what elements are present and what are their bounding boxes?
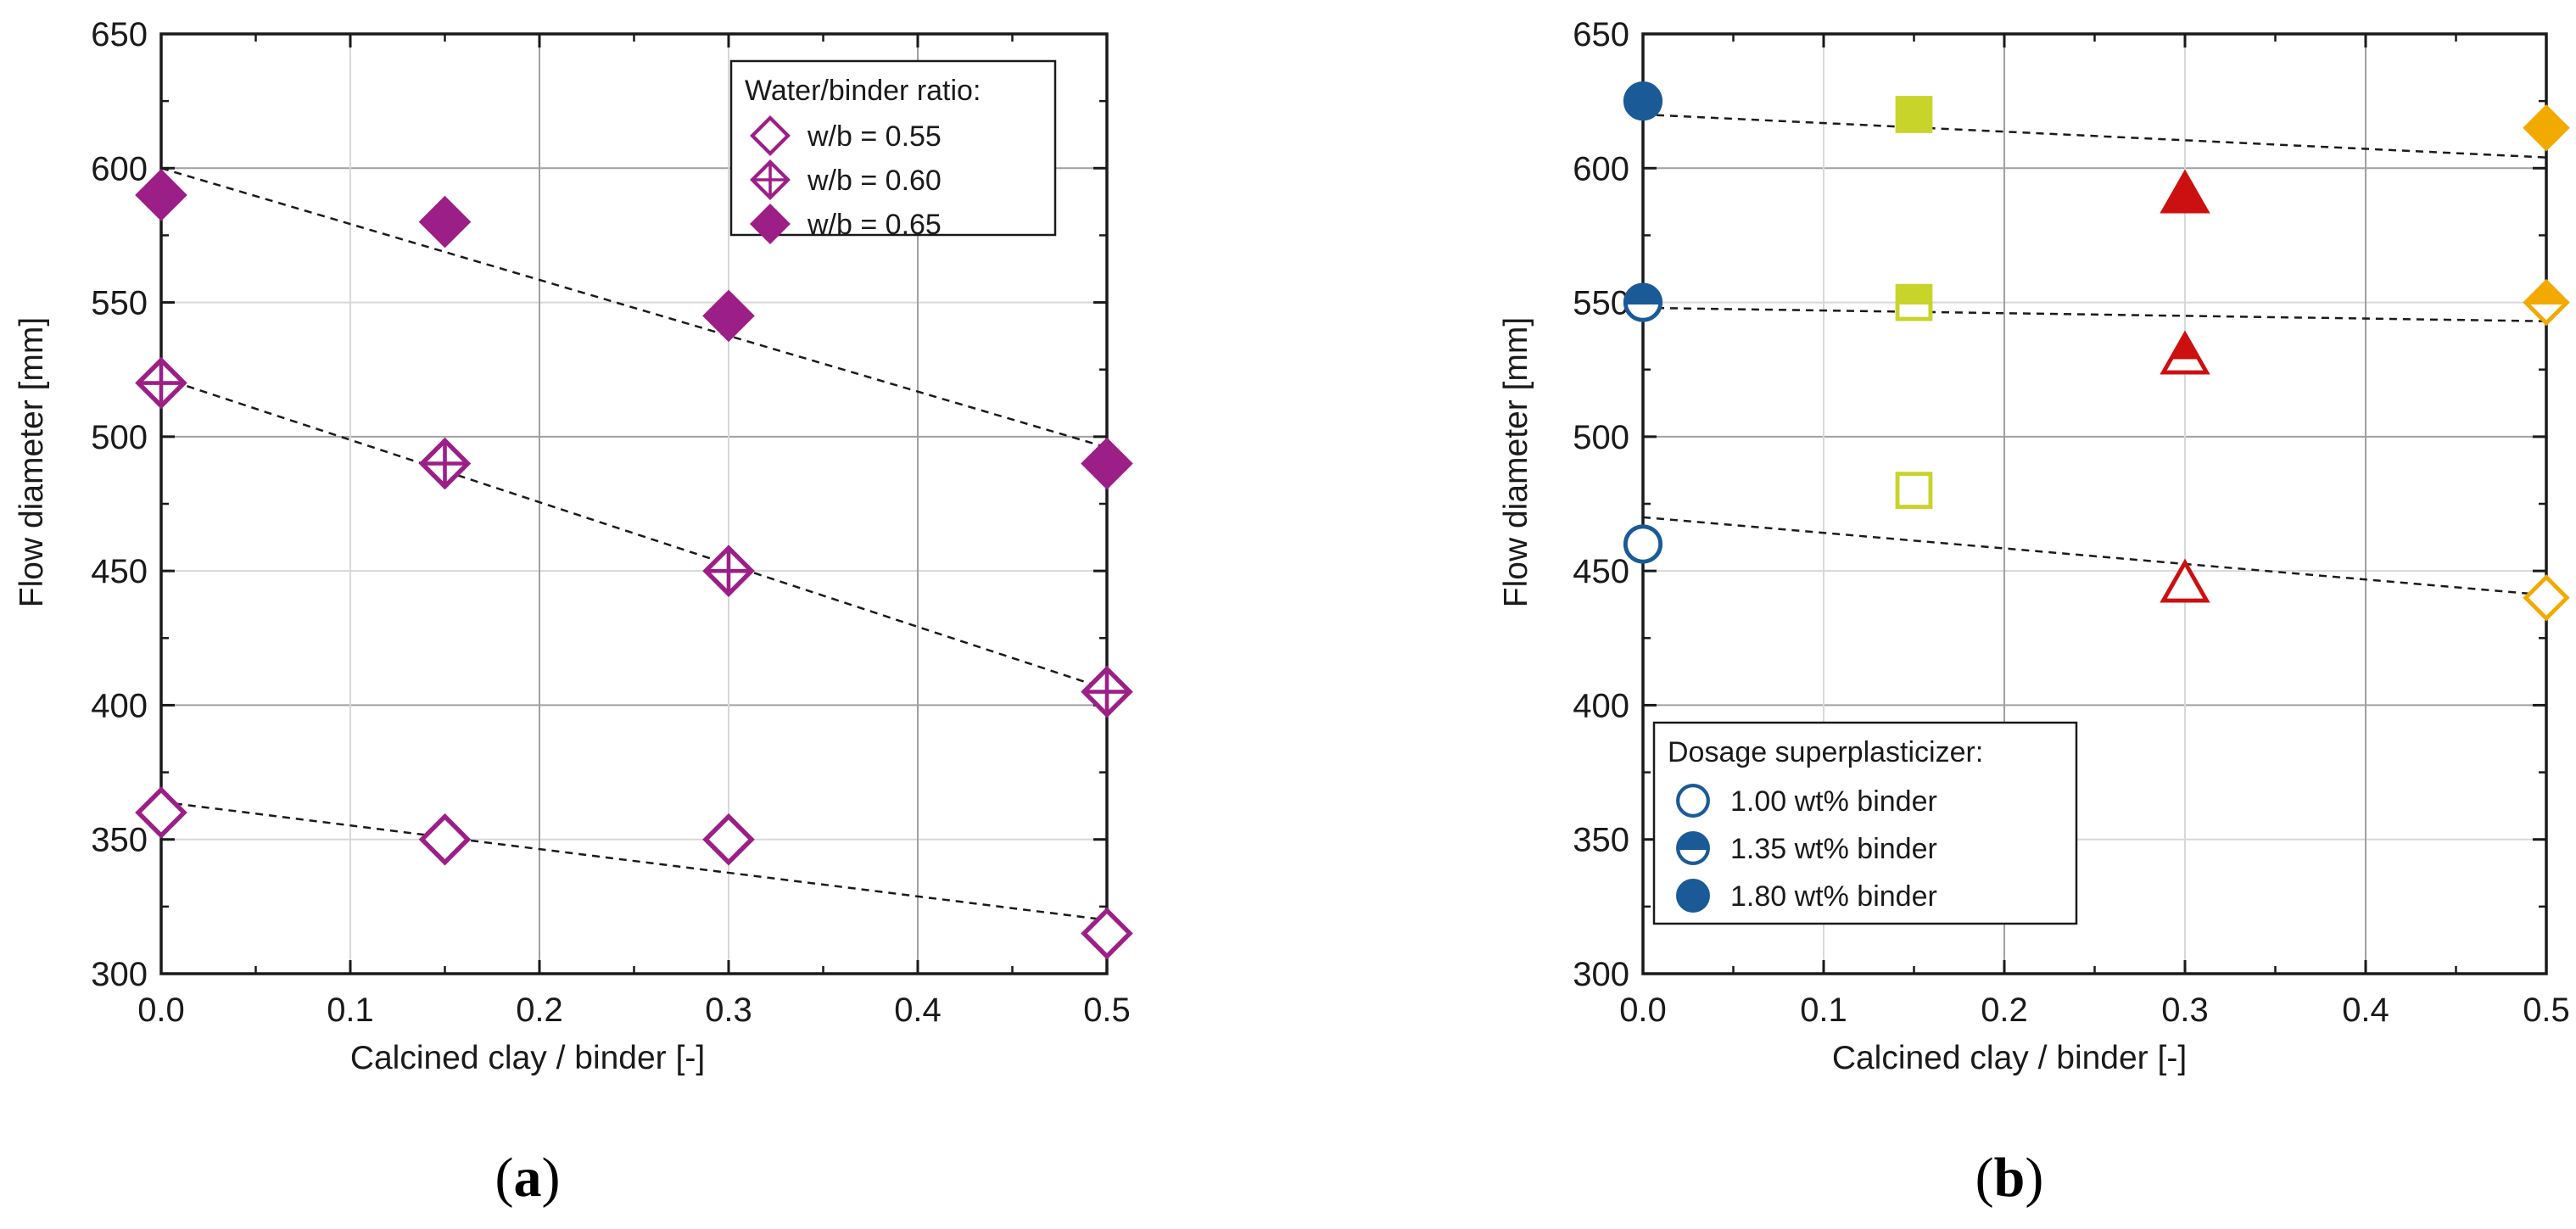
legend: Water/binder ratio: w/b = 0.55 w/b = 0.60 w… (729, 59, 1057, 244)
data-points (1623, 81, 2570, 622)
data-points (135, 169, 1133, 960)
legend-entry-label: w/b = 0.60 (807, 165, 942, 197)
legend-marker (750, 115, 791, 156)
y-tick-label: 500 (1573, 419, 1629, 456)
axis-ticks: 300 350 400 450 500 550 600 650 0.0 0.1 0.2 0.3 0.4 0… (91, 16, 1131, 1029)
panel-label-b: (b) (1975, 1147, 2044, 1209)
x-tick-label: 0.5 (1083, 992, 1131, 1029)
data-point (702, 545, 755, 597)
axis-ticks: 300 350 400 450 500 550 600 650 0.0 0.1 0.2 0.3 0.4 0… (1573, 16, 2570, 1029)
y-tick-label: 350 (91, 822, 148, 859)
data-point (418, 813, 472, 866)
data-point (1895, 283, 1933, 321)
legend-marker (750, 159, 791, 200)
data-point (2523, 574, 2570, 622)
y-tick-label: 350 (1573, 822, 1629, 859)
trend-line (160, 801, 1108, 921)
y-tick-label: 450 (1573, 553, 1629, 590)
y-tick-label: 550 (1573, 285, 1629, 322)
x-axis-label: Calcined clay / binder [-] (350, 1040, 705, 1076)
chart-panel-a: Flow diameter [mm] Calcined clay / binde… (14, 16, 1133, 1076)
y-tick-label: 400 (91, 687, 148, 724)
y-axis-label: Flow diameter [mm] (14, 317, 50, 607)
trend-line (1642, 516, 2547, 596)
trend-line (1642, 113, 2547, 159)
data-point (135, 356, 187, 410)
panel-label-close: ) (2025, 1147, 2043, 1209)
x-tick-label: 0.0 (1619, 992, 1667, 1029)
panel-label-a: (a) (495, 1147, 561, 1209)
y-tick-label: 450 (91, 553, 148, 590)
trend-line (1642, 306, 2547, 322)
legend-title: Dosage superplasticizer: (1668, 736, 1983, 768)
x-tick-label: 0.4 (894, 992, 942, 1029)
panel-label-open: ( (1975, 1147, 1994, 1209)
legend-marker (1676, 831, 1710, 865)
legend-marker (750, 204, 791, 244)
data-point (1081, 437, 1133, 490)
panel-label-open: ( (495, 1147, 514, 1209)
x-tick-label: 0.3 (705, 992, 752, 1029)
x-tick-label: 0.5 (2523, 992, 2570, 1029)
data-point (1623, 282, 1663, 322)
legend-marker (1676, 784, 1710, 818)
data-point (1623, 524, 1663, 564)
legend-marker (1676, 879, 1710, 913)
y-tick-label: 300 (91, 956, 148, 993)
x-tick-label: 0.1 (1800, 992, 1847, 1029)
panel-label-letter: a (514, 1147, 542, 1209)
legend-entry-label: 1.35 wt% binder (1730, 833, 1937, 865)
x-tick-label: 0.3 (2161, 992, 2209, 1029)
trend-line (160, 377, 1108, 690)
data-point (135, 786, 187, 839)
data-point (1081, 907, 1133, 960)
legend-box (729, 59, 1057, 237)
legend-box (1652, 721, 2078, 925)
trend-line (160, 167, 1108, 449)
data-point (2523, 104, 2570, 152)
data-point (1623, 81, 1663, 121)
y-tick-label: 600 (91, 150, 148, 187)
y-tick-label: 500 (91, 419, 148, 456)
x-axis-label: Calcined clay / binder [-] (1832, 1040, 2187, 1076)
data-point (2160, 169, 2210, 214)
x-tick-label: 0.1 (327, 992, 374, 1029)
data-point (418, 437, 472, 490)
data-point (1081, 665, 1133, 718)
legend-title: Water/binder ratio: (745, 75, 981, 107)
legend: Dosage superplasticizer: 1.00 wt% binder 1… (1652, 721, 2078, 925)
legend-entry-label: w/b = 0.55 (807, 120, 942, 153)
data-point (1895, 472, 1933, 510)
data-point (135, 169, 187, 221)
x-tick-label: 0.2 (1981, 992, 2028, 1029)
y-tick-label: 300 (1573, 956, 1629, 993)
chart-panel-b: Flow diameter [mm] Calcined clay / binde… (1498, 16, 2570, 1076)
x-tick-label: 0.2 (516, 992, 563, 1029)
panel-label-close: ) (542, 1147, 561, 1209)
data-point (2523, 278, 2570, 327)
panel-label-letter: b (1994, 1147, 2026, 1209)
data-point (2160, 558, 2210, 603)
y-tick-label: 600 (1573, 150, 1629, 187)
y-tick-label: 550 (91, 285, 148, 322)
legend-entry-label: 1.80 wt% binder (1730, 880, 1937, 913)
legend-entry-label: 1.00 wt% binder (1730, 785, 1937, 818)
data-point (702, 289, 755, 343)
trend-lines (1642, 113, 2547, 596)
trend-lines (160, 167, 1108, 921)
data-point (2160, 330, 2210, 375)
data-point (702, 813, 755, 866)
y-axis-label: Flow diameter [mm] (1498, 317, 1534, 607)
y-tick-label: 650 (1573, 16, 1629, 53)
data-point (418, 195, 472, 249)
data-point (1895, 96, 1933, 133)
x-tick-label: 0.0 (137, 992, 185, 1029)
x-tick-label: 0.4 (2342, 992, 2389, 1029)
y-tick-label: 400 (1573, 687, 1629, 724)
legend-entry-label: w/b = 0.65 (807, 209, 942, 241)
y-tick-label: 650 (91, 16, 148, 53)
